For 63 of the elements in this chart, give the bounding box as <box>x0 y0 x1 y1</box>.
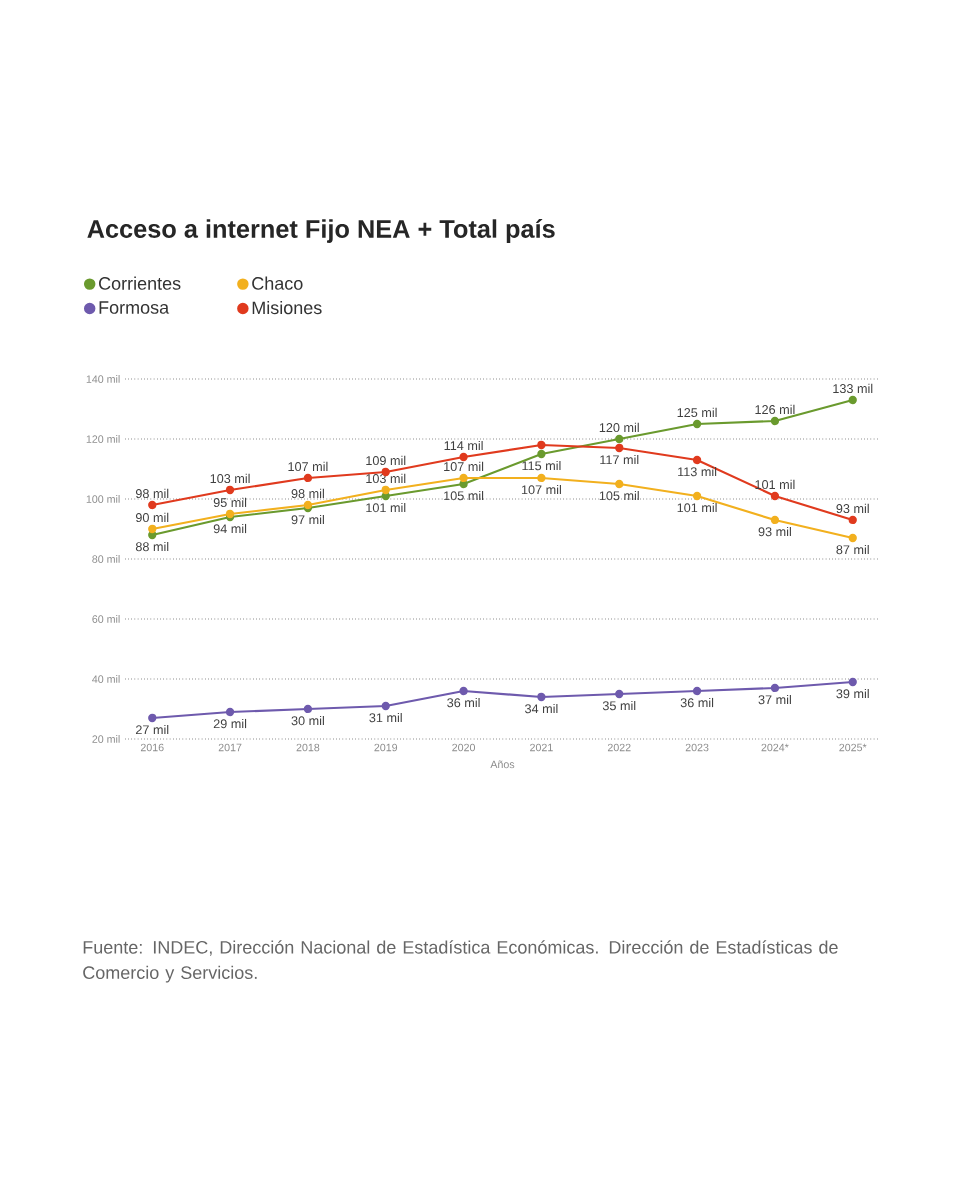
data-label: 27 mil <box>135 724 169 735</box>
y-tick-label: 80 mil <box>92 555 120 563</box>
data-label: 120 mil <box>599 422 639 433</box>
legend-label: Misiones <box>252 300 322 315</box>
legend-label: Corrientes <box>99 276 181 290</box>
data-label: 34 mil <box>525 703 558 714</box>
x-tick-label: 2021 <box>530 743 553 752</box>
x-tick-label: 2019 <box>374 743 398 752</box>
data-label: 37 mil <box>758 694 791 705</box>
data-label: 105 mil <box>444 490 484 501</box>
data-label: 125 mil <box>677 407 717 418</box>
data-label: 107 mil <box>521 484 561 495</box>
data-label: 105 mil <box>599 490 639 501</box>
y-tick-label: 20 mil <box>92 735 120 743</box>
data-label: 107 mil <box>288 461 328 472</box>
data-label: 133 mil <box>833 383 873 394</box>
data-label: 114 mil <box>444 440 483 451</box>
data-label: 35 mil <box>602 700 636 711</box>
data-label: 98 mil <box>291 488 324 499</box>
data-label: 97 mil <box>291 514 324 525</box>
data-label: 94 mil <box>213 523 247 534</box>
x-tick-label: 2025* <box>839 743 867 752</box>
data-label: 109 mil <box>366 455 406 466</box>
data-label: 107 mil <box>444 461 484 472</box>
data-label: 101 mil <box>755 479 795 490</box>
data-label: 88 mil <box>135 541 169 552</box>
x-axis-title: Años <box>490 760 515 769</box>
data-label: 113 mil <box>678 466 717 477</box>
legend-label: Chaco <box>252 276 303 290</box>
data-label: 31 mil <box>369 712 402 723</box>
data-label: 39 mil <box>836 688 869 699</box>
data-label: 101 mil <box>366 502 406 513</box>
data-label: 98 mil <box>135 488 169 499</box>
chart-title: Acceso a internet Fijo NEA + Total país <box>87 219 555 243</box>
x-tick-label: 2023 <box>685 743 709 752</box>
data-label: 93 mil <box>758 526 791 537</box>
data-label: 36 mil <box>447 697 480 708</box>
data-label: 30 mil <box>291 715 324 726</box>
data-label: 95 mil <box>213 497 247 508</box>
data-label: 29 mil <box>213 718 247 729</box>
data-label: 126 mil <box>755 404 795 415</box>
data-label: 117 mil <box>600 454 639 465</box>
data-label: 90 mil <box>135 512 169 523</box>
data-label: 101 mil <box>677 502 717 513</box>
x-tick-label: 2016 <box>140 743 164 752</box>
data-label: 93 mil <box>836 503 869 514</box>
data-label: 36 mil <box>680 697 714 708</box>
x-tick-label: 2024* <box>761 743 789 752</box>
data-label: 115 mil <box>522 460 561 471</box>
data-label: 103 mil <box>366 473 406 484</box>
y-tick-label: 100 mil <box>86 495 120 503</box>
y-tick-label: 60 mil <box>92 615 120 623</box>
x-tick-label: 2020 <box>452 743 476 752</box>
x-tick-label: 2018 <box>296 743 320 752</box>
y-tick-label: 120 mil <box>86 435 120 443</box>
data-label: 87 mil <box>836 544 869 555</box>
data-label: 103 mil <box>210 473 250 484</box>
legend-label: Formosa <box>99 301 170 314</box>
source-note: Fuente: INDEC, Dirección Nacional de Estadística Económicas. Dirección de Estadísticas de Comercio y Servicios. <box>83 940 838 983</box>
y-tick-label: 40 mil <box>92 675 120 683</box>
x-tick-label: 2022 <box>607 743 631 752</box>
y-tick-label: 140 mil <box>86 375 120 383</box>
x-tick-label: 2017 <box>218 743 242 752</box>
